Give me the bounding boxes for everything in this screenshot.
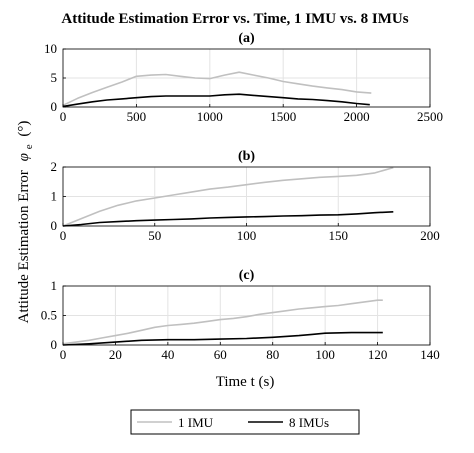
y-tick-label: 0.5: [41, 308, 57, 323]
panel-label: (b): [238, 149, 255, 164]
panel-label: (c): [239, 268, 255, 283]
y-axis-label: Attitude Estimation Error φ e (°): [16, 121, 36, 324]
y-axis-label-subscript: e: [23, 144, 35, 149]
x-tick-label: 40: [161, 347, 174, 362]
x-tick-label: 140: [420, 347, 440, 362]
series-line-1-imu: [62, 71, 372, 107]
svg-text:Attitude Estimation Error: Attitude Estimation Error φ e (°): [16, 121, 36, 324]
y-tick-label: 5: [51, 70, 58, 85]
series-line-8-imus: [62, 211, 394, 227]
y-tick-label: 2: [51, 159, 58, 174]
x-axis-label: Time t (s): [216, 374, 275, 390]
panel-1: (b) 0 50 100 150 200 0 1 2: [51, 149, 440, 243]
y-axis-label-text: Attitude Estimation Error: [16, 170, 32, 323]
y-tick-label: 1: [51, 189, 58, 204]
y-tick-label: 1: [51, 278, 58, 293]
y-tick-label: 0: [51, 99, 58, 114]
x-tick-label: 150: [329, 228, 349, 243]
legend-label-1-imu: 1 IMU: [178, 415, 214, 430]
series-line-1-imu: [62, 299, 383, 345]
x-tick-label: 20: [109, 347, 122, 362]
x-tick-label: 0: [60, 228, 67, 243]
x-tick-label: 100: [315, 347, 335, 362]
y-axis-label-symbol: φ: [16, 153, 32, 161]
x-tick-label: 50: [148, 228, 161, 243]
x-tick-label: 80: [266, 347, 279, 362]
panel-2: (c) 0 20 40 60 80 100 120 140 0 0.5 1: [41, 268, 440, 362]
x-tick-label: 2500: [417, 109, 443, 124]
legend-label-8-imus: 8 IMUs: [289, 415, 329, 430]
y-tick-label: 10: [44, 41, 57, 56]
x-tick-label: 0: [60, 347, 67, 362]
x-tick-label: 500: [127, 109, 147, 124]
chart-title: Attitude Estimation Error vs. Time, 1 IM…: [61, 11, 408, 27]
y-tick-label: 0: [51, 337, 58, 352]
series-line-8-imus: [62, 331, 383, 346]
legend: 1 IMU 8 IMUs: [130, 409, 360, 435]
x-tick-label: 200: [420, 228, 440, 243]
y-tick-label: 0: [51, 218, 58, 233]
panel-0: (a) 0 500 1000 1500 2000 2500 0 5 10: [44, 31, 443, 124]
x-tick-label: 2000: [344, 109, 370, 124]
x-tick-label: 0: [60, 109, 67, 124]
series-line-8-imus: [62, 93, 370, 108]
y-axis-label-unit: (°): [16, 121, 32, 137]
x-tick-label: 100: [237, 228, 257, 243]
series-line-1-imu: [62, 166, 394, 227]
x-tick-label: 1000: [197, 109, 223, 124]
x-tick-label: 1500: [270, 109, 296, 124]
panel-label: (a): [238, 31, 255, 46]
x-tick-label: 120: [368, 347, 388, 362]
x-tick-label: 60: [214, 347, 227, 362]
